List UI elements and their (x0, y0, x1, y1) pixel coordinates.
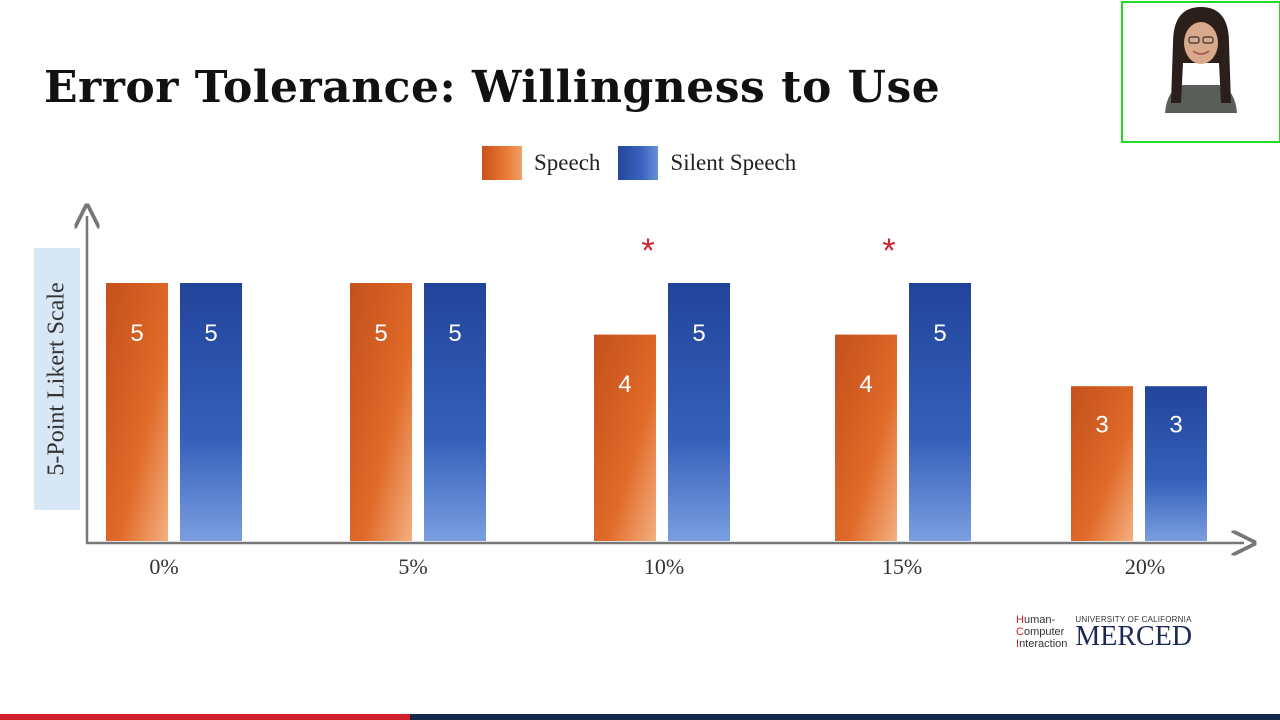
data-label-silent-speech-0: 5 (204, 320, 217, 347)
bar-speech-0 (106, 283, 168, 541)
bar-speech-3 (835, 334, 897, 541)
uc-label: UNIVERSITY OF CALIFORNIA (1075, 614, 1192, 624)
merced-label: MERCED (1075, 620, 1193, 652)
legend-swatch-silent-speech (618, 146, 659, 180)
bar-silent-speech-3 (909, 283, 971, 541)
presenter-video (1121, 1, 1280, 143)
data-label-speech-0: 5 (130, 320, 143, 347)
uc-merced-logo: UNIVERSITY OF CALIFORNIA MERCED (1075, 614, 1193, 652)
slide-title: Error Tolerance: Willingness to Use (44, 62, 941, 113)
video-progress-bar[interactable] (0, 714, 1280, 720)
x-tick-label-4: 20% (1125, 554, 1165, 579)
significance-marker-2: * (641, 232, 654, 270)
chart-legend: Speech Silent Speech (482, 146, 814, 180)
bar-speech-1 (350, 283, 412, 541)
x-tick-label-3: 15% (882, 554, 922, 579)
legend-item-speech: Speech (482, 146, 600, 180)
x-tick-label-0: 0% (149, 554, 178, 579)
legend-label-silent-speech: Silent Speech (670, 150, 797, 175)
y-axis-label-background (34, 248, 80, 510)
bar-silent-speech-2 (668, 283, 730, 541)
data-label-speech-4: 3 (1095, 411, 1108, 438)
data-label-silent-speech-1: 5 (448, 320, 461, 347)
data-label-silent-speech-4: 3 (1169, 411, 1182, 438)
x-tick-label-2: 10% (644, 554, 684, 579)
data-label-silent-speech-2: 5 (692, 320, 705, 347)
video-progress-fill (0, 714, 410, 720)
bar-silent-speech-0 (180, 283, 242, 541)
bar-speech-2 (594, 334, 656, 541)
university-logo: Human- Computer Interaction UNIVERSITY O… (1016, 614, 1192, 650)
data-label-speech-1: 5 (374, 320, 387, 347)
bar-silent-speech-1 (424, 283, 486, 541)
presenter-figure (1165, 7, 1237, 113)
hci-logo-text: Human- Computer Interaction (1016, 614, 1068, 650)
legend-swatch-speech (482, 146, 522, 180)
x-tick-label-1: 5% (398, 554, 427, 579)
data-label-speech-2: 4 (618, 371, 631, 398)
data-label-speech-3: 4 (859, 371, 872, 398)
significance-marker-3: * (882, 232, 895, 270)
bar-speech-4 (1071, 386, 1133, 541)
legend-label-speech: Speech (534, 150, 601, 175)
data-label-silent-speech-3: 5 (933, 320, 946, 347)
bar-silent-speech-4 (1145, 386, 1207, 541)
legend-item-silent-speech: Silent Speech (618, 146, 796, 180)
